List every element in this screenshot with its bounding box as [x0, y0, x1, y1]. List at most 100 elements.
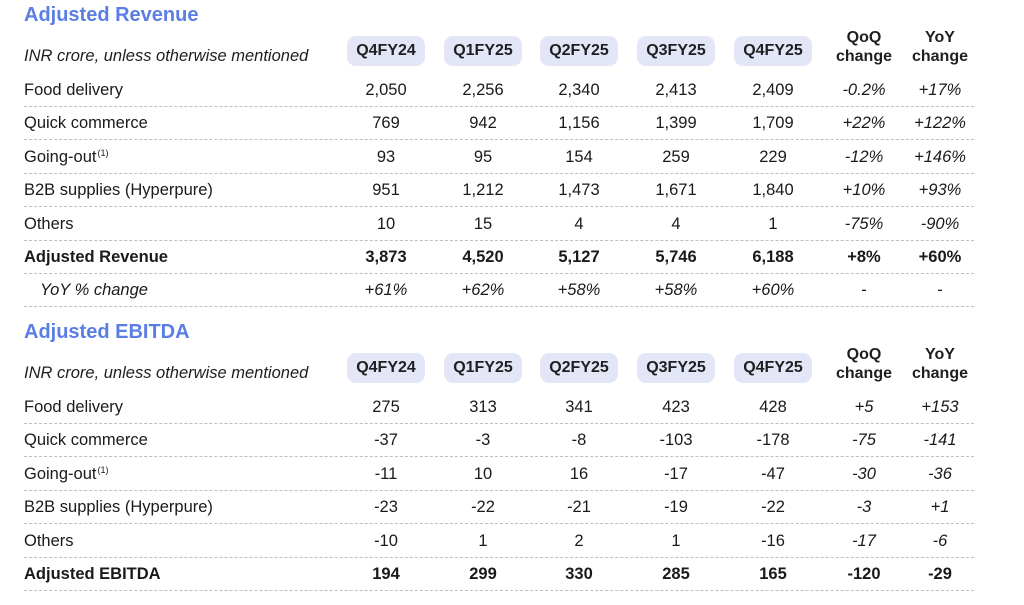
value-cell: 5,127 [558, 248, 600, 266]
period-header-q4fy24: Q4FY24 [347, 36, 425, 66]
table-row: Adjusted EBITDA 194 299 330 285 165 -120 -29 [24, 558, 974, 591]
value-cell: 3,873 [365, 248, 407, 266]
qoq-cell: -75 [852, 431, 876, 450]
value-cell: 2,340 [558, 81, 600, 99]
qoq-cell: -0.2% [842, 81, 886, 99]
value-cell: -22 [471, 498, 495, 517]
row-label-text: YoY % change [40, 281, 148, 300]
yoy-cell: +93% [918, 181, 962, 200]
row-label-text: B2B supplies (Hyperpure) [24, 498, 213, 517]
qoq-change-header: QoQ change [835, 346, 892, 382]
value-cell: 10 [473, 464, 493, 483]
period-header-q2fy25: Q2FY25 [540, 353, 618, 383]
value-cell: 6,188 [752, 248, 794, 266]
value-cell: +58% [557, 281, 601, 300]
qoq-change-header: QoQ change [835, 29, 892, 65]
period-header-q4fy25: Q4FY25 [734, 353, 812, 383]
value-cell: 93 [376, 147, 396, 166]
section-title: Adjusted Revenue [24, 4, 199, 26]
value-cell: 2,413 [655, 81, 697, 99]
yoy-change-header: YoY change [911, 29, 968, 65]
yoy-cell: +122% [914, 114, 966, 133]
table-row: Quick commerce 769 942 1,156 1,399 1,709 +22% +… [24, 107, 974, 141]
row-label-text: Food delivery [24, 81, 124, 99]
qoq-cell: -12% [844, 147, 884, 166]
yoy-cell: +146% [914, 147, 966, 166]
unit-note: INR crore, unless otherwise mentioned [24, 47, 309, 65]
table-row: B2B supplies (Hyperpure) 951 1,212 1,473 1,6… [24, 174, 974, 208]
value-cell: 330 [565, 565, 593, 583]
row-label: Going-out(1) [24, 465, 108, 484]
yoy-cell: +17% [918, 81, 962, 99]
period-header-q1fy25: Q1FY25 [444, 353, 522, 383]
period-header-q3fy25: Q3FY25 [637, 36, 715, 66]
unit-note: INR crore, unless otherwise mentioned [24, 364, 309, 382]
value-cell: +61% [364, 281, 408, 300]
yoy-cell: -36 [928, 464, 952, 483]
qoq-cell: -3 [856, 498, 872, 517]
row-label: Quick commerce [24, 431, 148, 450]
value-cell: 2 [574, 531, 584, 550]
table-header: INR crore, unless otherwise mentioned Q4F… [24, 26, 974, 72]
row-label-text: Going-out [24, 147, 97, 166]
yoy-change-header: YoY change [911, 346, 968, 382]
period-header-q1fy25: Q1FY25 [444, 36, 522, 66]
value-cell: -11 [374, 464, 398, 483]
row-label-text: Quick commerce [24, 431, 148, 450]
row-label-text: Adjusted Revenue [24, 248, 168, 266]
adjusted-revenue-section: Adjusted Revenue INR crore, unless otherw… [24, 4, 974, 308]
yoy-cell: -141 [923, 431, 957, 450]
row-label-text: Quick commerce [24, 114, 148, 133]
value-cell: -23 [374, 498, 398, 517]
row-label-text: Others [24, 214, 74, 233]
value-cell: 4 [574, 214, 584, 233]
value-cell: 2,050 [365, 81, 407, 99]
qoq-cell: +10% [842, 181, 886, 200]
row-label: Others [24, 532, 74, 551]
value-cell: -22 [761, 498, 785, 517]
value-cell: 423 [662, 398, 690, 416]
period-header-q4fy25: Q4FY25 [734, 36, 812, 66]
qoq-cell: +22% [842, 114, 886, 133]
value-cell: 1,671 [655, 181, 697, 200]
value-cell: +62% [461, 281, 505, 300]
row-label: B2B supplies (Hyperpure) [24, 498, 213, 517]
value-cell: 951 [372, 181, 400, 200]
value-cell: 1 [671, 531, 681, 550]
value-cell: +60% [751, 281, 795, 300]
value-cell: 16 [569, 464, 589, 483]
table-row: Others 10 15 4 4 1 -75% -90% [24, 208, 974, 241]
qoq-cell: -30 [852, 464, 876, 483]
row-label: Others [24, 215, 74, 234]
value-cell: 4,520 [462, 248, 504, 266]
row-label: Going-out(1) [24, 148, 108, 167]
yoy-cell: -6 [932, 531, 948, 550]
row-label: Quick commerce [24, 114, 148, 133]
period-header-q4fy24: Q4FY24 [347, 353, 425, 383]
yoy-cell: +153 [921, 398, 959, 416]
table-row: Adjusted Revenue 3,873 4,520 5,127 5,746 6,18… [24, 241, 974, 274]
value-cell: 1,473 [558, 181, 600, 200]
value-cell: 5,746 [655, 248, 697, 266]
qoq-cell: -17 [852, 531, 876, 550]
yoy-cell: -90% [920, 214, 960, 233]
row-label: B2B supplies (Hyperpure) [24, 181, 213, 200]
qoq-cell: -75% [844, 214, 884, 233]
value-cell: -16 [761, 531, 785, 550]
value-cell: 2,409 [752, 81, 794, 99]
value-cell: 1,399 [655, 114, 697, 133]
table-row: YoY % change +61% +62% +58% +58% +60% - - [24, 274, 974, 308]
value-cell: 2,256 [462, 81, 504, 99]
footnote-marker: (1) [97, 147, 109, 158]
value-cell: +58% [654, 281, 698, 300]
footnote-marker: (1) [97, 464, 109, 475]
value-cell: 1,156 [558, 114, 600, 133]
value-cell: 341 [565, 398, 593, 416]
table-row: Going-out(1) 93 95 154 259 229 -12% +146% [24, 141, 974, 174]
value-cell: 942 [469, 114, 497, 133]
row-label-text: Adjusted EBITDA [24, 565, 161, 583]
yoy-cell: +60% [918, 248, 962, 266]
value-cell: -103 [659, 431, 693, 450]
row-label-text: Food delivery [24, 398, 124, 416]
yoy-cell: - [937, 281, 943, 300]
